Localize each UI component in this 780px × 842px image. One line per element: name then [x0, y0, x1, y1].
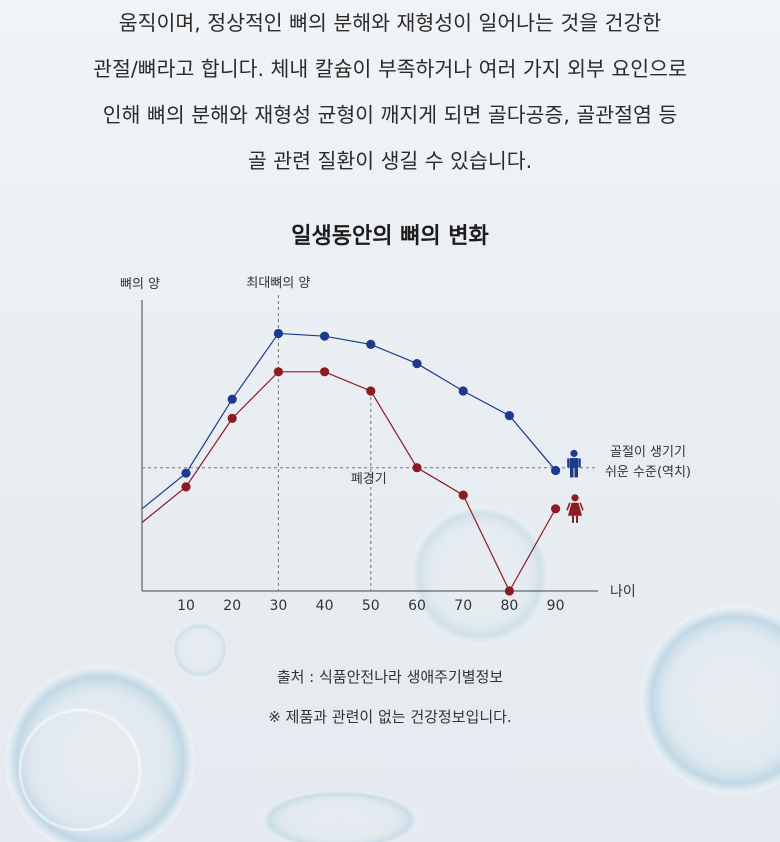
- series-1-point: [551, 465, 561, 476]
- person-arm: [579, 502, 584, 511]
- person-leg: [570, 467, 574, 478]
- male-icon: [567, 449, 581, 478]
- series-2-point: [412, 463, 422, 473]
- x-tick-label: 40: [316, 598, 334, 614]
- intro-line-1: 움직이며, 정상적인 뼈의 분해와 재형성이 일어나는 것을 건강한: [118, 11, 662, 35]
- series-2-point: [551, 504, 561, 514]
- female-icon: [566, 494, 584, 523]
- series-line-2: [141, 371, 557, 593]
- series-2-point: [320, 367, 330, 377]
- x-tick-label: 10: [177, 598, 195, 614]
- person-arm: [566, 502, 571, 511]
- series-1-point: [366, 339, 376, 349]
- fracture-threshold-label-line: 쉬운 수준(역치): [605, 465, 691, 480]
- fracture-threshold-label-line: 골절이 생기기: [610, 445, 686, 460]
- person-leg: [576, 515, 578, 523]
- series-2-point: [227, 413, 237, 423]
- person-dress: [568, 502, 582, 516]
- x-tick-label: 90: [547, 598, 565, 614]
- person-leg: [572, 515, 574, 523]
- x-tick-label: 20: [223, 598, 241, 614]
- peak-bone-label: 최대뼈의 양: [246, 276, 310, 291]
- series-2-point: [181, 482, 191, 492]
- series-2-point: [366, 386, 376, 396]
- series-2-point: [504, 586, 514, 596]
- series-1-point: [273, 328, 283, 339]
- source-caption: 출처 : 식품안전나라 생애주기별정보: [276, 668, 504, 686]
- series-line-1: [141, 332, 557, 510]
- series-1-point: [181, 468, 191, 478]
- menopause-label: 폐경기: [351, 472, 387, 487]
- x-axis-label: 나이: [610, 584, 636, 600]
- series-1-point: [320, 331, 330, 341]
- person-torso: [569, 457, 579, 468]
- series-2-point: [458, 490, 468, 500]
- person-head: [570, 449, 578, 458]
- x-tick-label: 50: [362, 598, 380, 614]
- intro-line-4: 골 관련 질환이 생길 수 있습니다.: [247, 149, 533, 173]
- intro-line-2: 관절/뼈라고 합니다. 체내 칼슘이 부족하거나 여러 가지 외부 요인으로: [93, 57, 687, 81]
- x-tick-label: 70: [454, 598, 472, 614]
- x-tick-label: 30: [269, 598, 287, 614]
- x-tick-label: 80: [500, 598, 518, 614]
- series-1-point: [504, 411, 514, 421]
- chart-title: 일생동안의 뼈의 변화: [291, 224, 489, 249]
- series-1-point: [412, 358, 422, 369]
- y-axis-label: 뼈의 양: [120, 277, 160, 292]
- series-2-point: [273, 367, 283, 377]
- series-1-point: [227, 394, 237, 404]
- intro-line-3: 인해 뼈의 분해와 재형성 균형이 깨지게 되면 골다공증, 골관절염 등: [102, 103, 678, 127]
- person-arm: [578, 458, 581, 468]
- series-1-point: [458, 386, 468, 396]
- person-head: [571, 494, 579, 502]
- person-arm: [567, 458, 570, 468]
- intro-text: 움직이며, 정상적인 뼈의 분해와 재형성이 일어나는 것을 건강한 관절/뼈라…: [40, 0, 740, 184]
- person-leg: [574, 467, 578, 478]
- x-tick-label: 60: [408, 598, 426, 614]
- disclaimer-note: ※ 제품과 관련이 없는 건강정보입니다.: [268, 708, 512, 726]
